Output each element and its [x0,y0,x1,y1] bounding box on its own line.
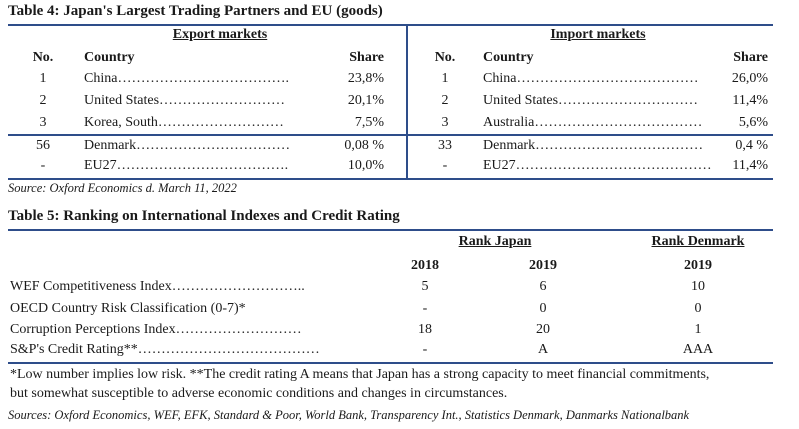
export-col-no: No. [32,50,54,65]
table5-title: Table 5: Ranking on International Indexe… [8,208,400,224]
rank-japan-2018: - [422,342,428,357]
table5-top-rule [8,229,773,231]
import-row-share: 26,0% [731,71,768,86]
import-col-no: No. [434,50,456,65]
year-japan-2019: 2019 [529,258,557,273]
export-row-no: 2 [39,93,47,108]
import-row-share: 5,6% [738,115,768,130]
export-col-share: Share [349,50,384,65]
year-denmark-2019: 2019 [684,258,712,273]
import-row-no: 2 [441,93,449,108]
rank-denmark-2019: 10 [691,279,705,294]
table4-mid-rule [8,134,773,136]
export-row-country: Korea, South……………………… [84,115,284,130]
rank-japan-2019: A [537,342,549,357]
export-markets-heading: Export markets [172,27,268,42]
import-row-country: Denmark……………………………… [483,138,704,153]
table4-title: Table 4: Japan's Largest Trading Partner… [8,3,383,19]
import-row-country: China………………………………… [483,71,699,86]
export-row-country: EU27………………………………. [84,158,289,173]
export-row-share: 20,1% [347,93,384,108]
rank-japan-2019: 6 [539,279,547,294]
export-row-country: Denmark…………………………… [84,138,291,153]
rank-japan-2018: 5 [421,279,429,294]
import-row-country: EU27…………………………………… [483,158,712,173]
import-row-share: 0,4 % [735,138,768,153]
rank-denmark-2019: 0 [694,301,702,316]
table5-bottom-rule [8,362,773,364]
export-row-country: United States……………………… [84,93,286,108]
import-row-no: - [442,158,448,173]
import-row-no: 3 [441,115,449,130]
table5-note: *Low number implies low risk. **The cred… [10,367,710,401]
import-row-share: 11,4% [732,93,768,108]
import-row-share: 11,4% [732,158,768,173]
index-label: OECD Country Risk Classification (0-7)* [10,301,246,316]
export-row-country: China………………………………. [84,71,289,86]
rank-japan-2019: 20 [536,322,550,337]
rank-japan-2019: 0 [539,301,547,316]
table4-bottom-rule [8,178,773,180]
export-row-no: 1 [39,71,47,86]
index-label: S&P's Credit Rating**………………………………… [10,342,320,357]
export-row-no: 3 [39,115,47,130]
import-row-country: United States………………………… [483,93,699,108]
table4-divider [406,24,408,179]
index-label: Corruption Perceptions Index……………………… [10,322,302,337]
import-row-no: 33 [438,138,452,153]
table5-sources: Sources: Oxford Economics, WEF, EFK, Sta… [8,408,690,422]
export-row-no: - [40,158,46,173]
import-row-country: Australia……………………………… [483,115,703,130]
export-row-share: 10,0% [347,158,384,173]
rank-japan-2018: - [422,301,428,316]
rank-japan-2018: 18 [418,322,432,337]
rank-denmark-heading: Rank Denmark [651,234,745,249]
import-col-share: Share [733,50,768,65]
rank-denmark-2019: AAA [682,342,714,357]
rank-denmark-2019: 1 [694,322,702,337]
import-col-country: Country [483,50,534,65]
export-row-share: 23,8% [347,71,384,86]
export-row-share: 7,5% [354,115,384,130]
year-japan-2018: 2018 [411,258,439,273]
export-col-country: Country [84,50,135,65]
import-row-no: 1 [441,71,449,86]
index-label: WEF Competitiveness Index……………………….. [10,279,305,294]
table4-top-rule [8,24,773,26]
export-row-share: 0,08 % [344,138,384,153]
rank-japan-heading: Rank Japan [458,234,532,249]
import-markets-heading: Import markets [550,27,646,42]
table4-source: Source: Oxford Economics d. March 11, 20… [8,181,237,195]
export-row-no: 56 [36,138,50,153]
